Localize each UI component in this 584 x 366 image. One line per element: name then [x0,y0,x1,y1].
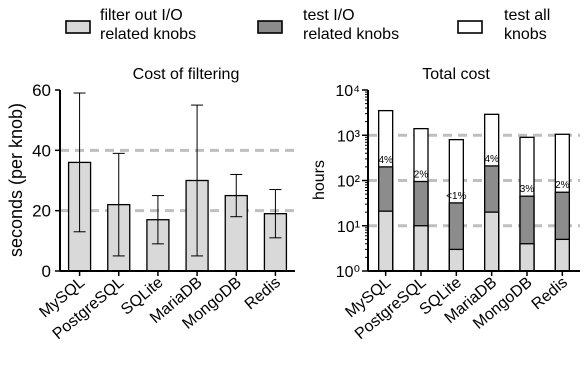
y-axis-label-left: seconds (per knob) [6,103,26,257]
legend-label-line: related knobs [303,26,399,43]
y-tick-label-10000: 10⁴ [335,83,360,100]
legend-label-0: filter out I/O related knobs [100,7,196,43]
y-tick-label-100: 10² [337,174,361,191]
bar-filter-mariadb [484,211,500,272]
x-tick-label-redis: Redis [529,274,571,313]
y-tick-label-60: 60 [32,81,51,100]
y-tick-label-1: 10⁰ [336,264,360,281]
y-axis-label-right: hours [311,160,328,200]
annotation-mariadb: 4% [484,154,499,165]
bars-left [67,161,288,272]
y-tick-label-20: 20 [32,202,51,221]
annotation-mongodb: 3% [520,184,535,195]
total-cost-chart: Total cost hours 4% 2% <1% 4% 3% 2% 10⁰ 10¹ 10²… [311,66,580,343]
annotation-redis: 2% [555,180,570,191]
annotations-right: 4% 2% <1% 4% 3% 2% [378,154,569,202]
legend-label-line: filter out I/O [100,7,183,24]
bar-filter-redis [554,238,570,272]
y-ticks-left: 0 20 40 60 [32,81,60,281]
annotation-postgresql: 2% [414,170,429,181]
legend-label-line: test I/O [303,7,355,24]
bar-filter-postgresql [413,225,429,272]
legend-label-line: knobs [504,26,547,43]
y-ticks-right: 10⁰ 10¹ 10² 10³ 10⁴ [335,83,368,281]
legend-label-2: test all knobs [504,7,550,43]
error-bars-left [73,92,282,257]
legend: filter out I/O related knobs test I/O relat… [65,7,550,43]
axes-left [59,90,295,272]
legend-label-1: test I/O related knobs [303,7,399,43]
legend-label-line: related knobs [100,26,196,43]
legend-label-line: test all [504,7,550,24]
gridlines-right [368,133,580,228]
chart-title-right: Total cost [422,66,490,83]
y-tick-label-1000: 10³ [337,128,361,145]
legend-swatch-2 [457,20,483,34]
x-tick-label-redis: Redis [242,274,284,313]
bar-filter-sqlite [448,248,464,272]
y-tick-label-0: 0 [42,262,51,281]
bar-filter-mysql [378,210,394,272]
cost-of-filtering-chart: Cost of filtering seconds (per knob) 0 20… [6,66,295,343]
legend-swatch-1 [257,20,283,34]
annotation-sqlite: <1% [446,191,466,202]
bar-filter-mongodb [519,243,535,272]
y-tick-label-10: 10¹ [337,219,360,236]
y-tick-label-40: 40 [32,141,51,160]
gridlines-left [60,148,295,213]
chart-title-left: Cost of filtering [133,66,240,83]
annotation-mysql: 4% [378,155,393,166]
legend-swatch-0 [65,20,91,34]
